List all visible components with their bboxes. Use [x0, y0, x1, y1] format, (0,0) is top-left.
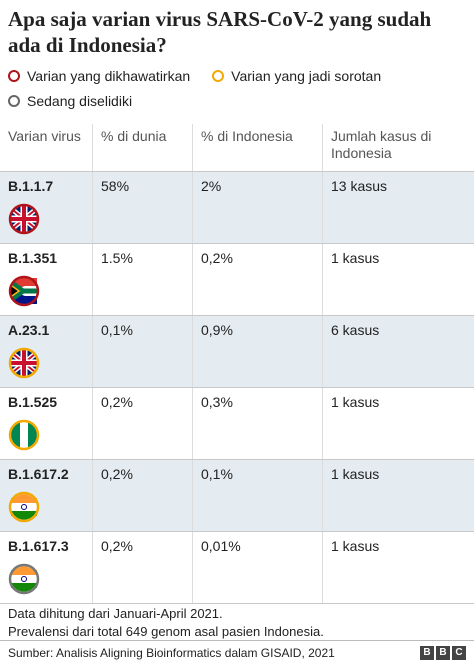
table-cell: 13 kasus	[322, 172, 474, 243]
cell-text: 1 kasus	[331, 250, 380, 266]
variant-name: A.23.1	[8, 322, 50, 338]
cell-text: 1.5%	[101, 250, 133, 266]
table-cell: 58%	[92, 172, 192, 243]
variant-name: B.1.351	[8, 250, 58, 266]
table-cell: 0,2%	[92, 388, 192, 459]
table-cell: B.1.525	[0, 388, 92, 459]
cell-text: 0,1%	[101, 322, 133, 338]
table-row: B.1.1.7 58% 2% 13 kasus	[0, 172, 474, 244]
table-cell: 0,2%	[192, 244, 322, 315]
table-cell: 0,1%	[92, 316, 192, 387]
table-cell: A.23.1	[0, 316, 92, 387]
header-cell: Jumlah kasus di Indonesia	[322, 124, 474, 171]
table-row: B.1.525 0,2% 0,3% 1 kasus	[0, 388, 474, 460]
variant-name: B.1.1.7	[8, 178, 54, 194]
table-cell: 0,9%	[192, 316, 322, 387]
cell-text: 0,2%	[101, 538, 133, 554]
table-cell: 0,1%	[192, 460, 322, 531]
cell-text: 0,2%	[101, 466, 133, 482]
header-cell: % di dunia	[92, 124, 192, 171]
table-row: B.1.617.3 0,2% 0,01% 1 kasus	[0, 532, 474, 604]
variant-name: B.1.617.3	[8, 538, 69, 554]
legend-marker	[8, 70, 20, 82]
table: Varian virus % di dunia % di Indonesia J…	[0, 124, 474, 604]
table-cell: 0,01%	[192, 532, 322, 603]
cell-text: 0,2%	[201, 250, 233, 266]
cell-text: 6 kasus	[331, 322, 380, 338]
flag-icon	[8, 563, 40, 595]
cell-text: 1 kasus	[331, 394, 380, 410]
flag-icon	[8, 347, 40, 379]
table-row: B.1.351 1.5% 0,2% 1 kasus	[0, 244, 474, 316]
variant-name: B.1.525	[8, 394, 58, 410]
table-cell: B.1.617.2	[0, 460, 92, 531]
cell-text: 0,9%	[201, 322, 233, 338]
table-cell: B.1.617.3	[0, 532, 92, 603]
table-cell: 2%	[192, 172, 322, 243]
table-cell: B.1.351	[0, 244, 92, 315]
table-cell: 6 kasus	[322, 316, 474, 387]
source: Sumber: Analisis Aligning Bioinformatics…	[8, 646, 335, 660]
header-row: Varian virus % di dunia % di Indonesia J…	[0, 124, 474, 172]
cell-text: 1 kasus	[331, 466, 380, 482]
divider	[0, 640, 474, 641]
cell-text: 0,1%	[201, 466, 233, 482]
cell-text: 1 kasus	[331, 538, 380, 554]
table-row: B.1.617.2 0,2% 0,1% 1 kasus	[0, 460, 474, 532]
legend-marker	[8, 95, 20, 107]
legend-label: Sedang diselidiki	[27, 93, 133, 109]
table-body: B.1.1.7 58% 2% 13 kasus B.1.351 1.5% 0,2% 1 kas…	[0, 172, 474, 604]
cell-text: 0,2%	[101, 394, 133, 410]
header-cell: Varian virus	[8, 128, 81, 144]
cell-text: 0,3%	[201, 394, 233, 410]
table-cell: 1.5%	[92, 244, 192, 315]
table-cell: B.1.1.7	[0, 172, 92, 243]
cell-text: 58%	[101, 178, 130, 194]
table-cell: 0,2%	[92, 532, 192, 603]
table-cell: 0,3%	[192, 388, 322, 459]
legend-label: Varian yang jadi sorotan	[231, 68, 382, 84]
cell-text: 2%	[201, 178, 222, 194]
flag-icon	[8, 419, 40, 451]
flag-icon	[8, 203, 40, 235]
cell-text: 13 kasus	[331, 178, 388, 194]
table-cell: 1 kasus	[322, 244, 474, 315]
table-cell: 1 kasus	[322, 460, 474, 531]
legend-item: Sedang diselidiki	[8, 93, 132, 109]
title: Apa saja varian virus SARS-CoV-2 yang su…	[8, 7, 432, 57]
flag-icon	[8, 275, 40, 307]
table-cell: 1 kasus	[322, 388, 474, 459]
note: Prevalensi dari total 649 genom asal pas…	[8, 624, 324, 639]
table-cell: 1 kasus	[322, 532, 474, 603]
legend-label: Varian yang dikhawatirkan	[27, 68, 191, 84]
flag-icon	[8, 491, 40, 523]
table-cell: 0,2%	[92, 460, 192, 531]
cell-text: 0,01%	[201, 538, 241, 554]
legend-item: Varian yang dikhawatirkan Varian yang ja…	[8, 68, 381, 84]
note: Data dihitung dari Januari-April 2021.	[8, 606, 223, 621]
variant-name: B.1.617.2	[8, 466, 69, 482]
legend-marker	[212, 70, 225, 82]
header-cell: % di Indonesia	[192, 124, 322, 171]
table-row: A.23.1 0,1% 0,9% 6 kasus	[0, 316, 474, 388]
